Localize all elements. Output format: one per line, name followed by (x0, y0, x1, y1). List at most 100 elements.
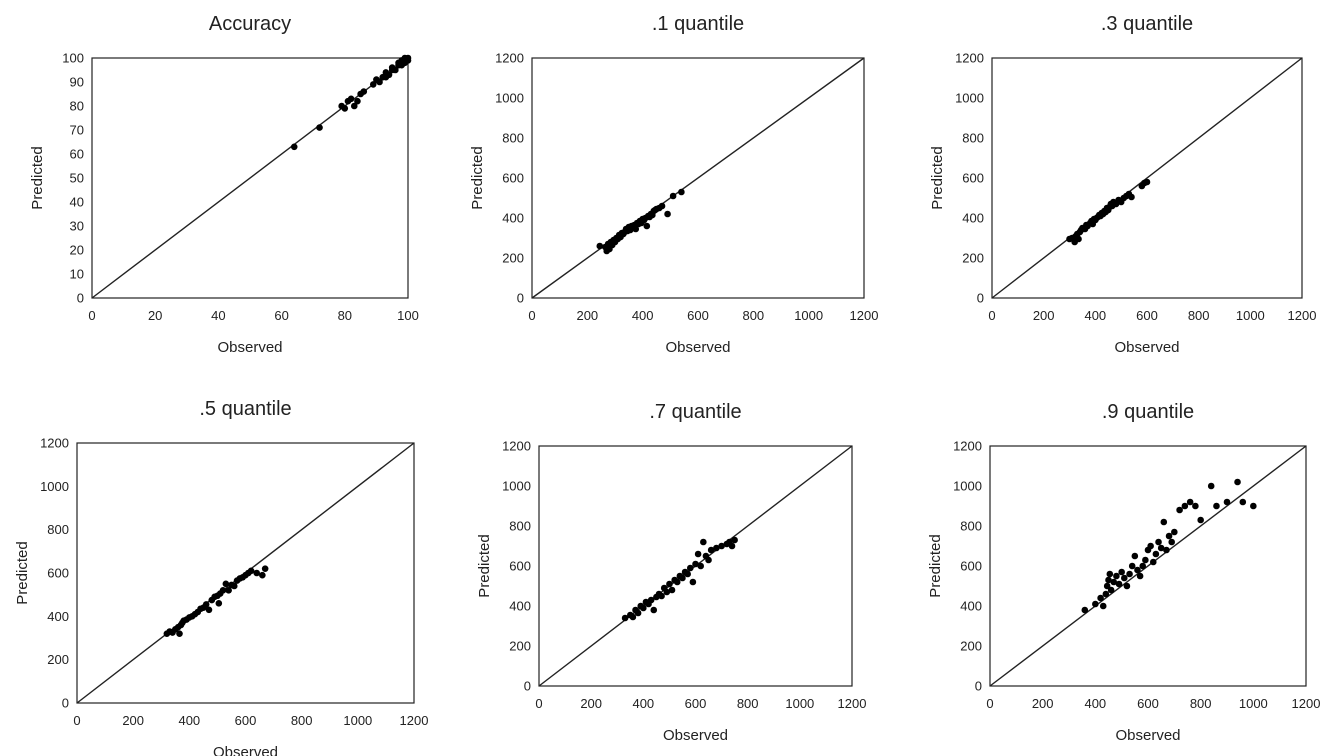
y-tick-label: 40 (70, 195, 84, 210)
x-tick-label: 400 (632, 308, 654, 323)
x-tick-label: 1200 (850, 308, 879, 323)
data-point (1142, 556, 1149, 564)
data-point (1186, 498, 1194, 506)
data-point (1115, 580, 1123, 588)
data-point (596, 242, 604, 250)
data-point (1131, 552, 1139, 560)
x-tick-label: 0 (88, 308, 95, 323)
x-axis-label: Observed (213, 744, 278, 756)
data-point (385, 71, 393, 79)
x-axis-label: Observed (217, 339, 282, 356)
data-point (369, 81, 377, 88)
data-point (650, 606, 658, 614)
x-axis-label: Observed (665, 339, 730, 356)
x-tick-label: 1200 (1292, 696, 1321, 711)
data-point (1165, 532, 1173, 540)
data-point (360, 88, 368, 95)
reference-line (991, 57, 1303, 299)
x-tick-label: 600 (1137, 696, 1159, 711)
y-tick-label: 400 (502, 211, 524, 226)
scatter-panel-2: 0 200 400 600 800 1000 1200 0 200 400 600 800 1000 12… (469, 13, 878, 356)
scatter-panel-3: 0 200 400 600 800 1000 1200 0 200 400 600 800 1000 12… (929, 13, 1316, 356)
scatter-panel-6: 0 200 400 600 800 1000 1200 0 200 400 600 800 1000 12… (927, 401, 1320, 744)
x-tick-label: 600 (1136, 308, 1158, 323)
y-tick-label: 600 (47, 566, 69, 581)
y-axis-label: Predicted (14, 541, 31, 604)
data-point (697, 562, 705, 570)
data-point (632, 225, 640, 233)
y-tick-label: 1000 (955, 91, 984, 106)
plot-frame (989, 445, 1307, 687)
data-point (1092, 600, 1099, 608)
data-point (404, 54, 412, 62)
data-point (684, 570, 691, 578)
data-point (1075, 235, 1082, 243)
scatter-panel-5: 0 200 400 600 800 1000 1200 0 200 400 600 800 1000 12… (476, 401, 866, 744)
data-point (728, 542, 736, 550)
data-point (640, 604, 647, 612)
scatter-panel-1: 0 20 40 60 80 100 0 10 20 30 40 50 60 70 80 90 100 Accura… (29, 13, 419, 356)
y-tick-label: 0 (77, 291, 84, 306)
data-point (678, 188, 685, 196)
data-point (1197, 516, 1204, 524)
y-tick-label: 800 (509, 519, 531, 534)
data-point (376, 78, 383, 86)
x-tick-label: 400 (178, 713, 200, 728)
data-point (694, 550, 702, 558)
data-point (1136, 572, 1144, 580)
y-tick-label: 10 (70, 267, 84, 282)
y-tick-label: 0 (517, 291, 524, 306)
data-point (316, 124, 323, 131)
data-point (350, 102, 358, 110)
data-point (1192, 502, 1199, 510)
data-point (341, 105, 349, 112)
y-tick-label: 50 (70, 171, 84, 186)
y-axis-label: Predicted (476, 534, 493, 597)
data-point (1099, 602, 1107, 610)
reference-line (531, 57, 865, 299)
data-point (1155, 538, 1162, 546)
data-point (663, 588, 671, 596)
y-axis-label: Predicted (29, 146, 46, 209)
data-point (1097, 594, 1104, 602)
data-point (1139, 562, 1147, 570)
y-tick-label: 1200 (40, 436, 69, 451)
x-tick-label: 600 (235, 713, 257, 728)
x-tick-label: 600 (687, 308, 709, 323)
y-tick-label: 30 (70, 219, 84, 234)
data-point (202, 601, 210, 608)
data-point (1106, 570, 1114, 578)
data-point (658, 202, 666, 210)
data-point (1157, 544, 1165, 552)
data-point (1223, 498, 1231, 506)
y-tick-label: 1200 (502, 439, 531, 454)
plot-frame (531, 57, 865, 299)
x-tick-label: 1200 (838, 696, 867, 711)
data-point (1160, 518, 1168, 526)
data-point (1128, 562, 1136, 570)
plot-frame (91, 57, 409, 299)
data-point (643, 222, 651, 230)
x-tick-label: 80 (338, 308, 352, 323)
x-tick-label: 800 (1188, 308, 1210, 323)
data-point (1239, 498, 1247, 506)
data-point (689, 578, 697, 586)
data-point (230, 582, 238, 590)
data-point (1213, 502, 1220, 510)
y-tick-label: 200 (47, 652, 69, 667)
x-tick-label: 400 (1084, 696, 1106, 711)
data-point (621, 614, 629, 622)
data-point (222, 580, 230, 588)
scatter-panel-4: 0 200 400 600 800 1000 1200 0 200 400 600 800 1000 12… (14, 398, 428, 756)
x-tick-label: 800 (1190, 696, 1212, 711)
panel-title: .3 quantile (1101, 13, 1193, 35)
data-point (647, 596, 655, 604)
panel-title: .7 quantile (649, 401, 741, 423)
y-axis-label: Predicted (927, 534, 944, 597)
data-point (1176, 506, 1183, 514)
reference-line (91, 57, 409, 299)
data-point (731, 536, 738, 544)
y-tick-label: 1200 (953, 439, 982, 454)
data-point (259, 571, 266, 579)
data-point (718, 542, 725, 550)
